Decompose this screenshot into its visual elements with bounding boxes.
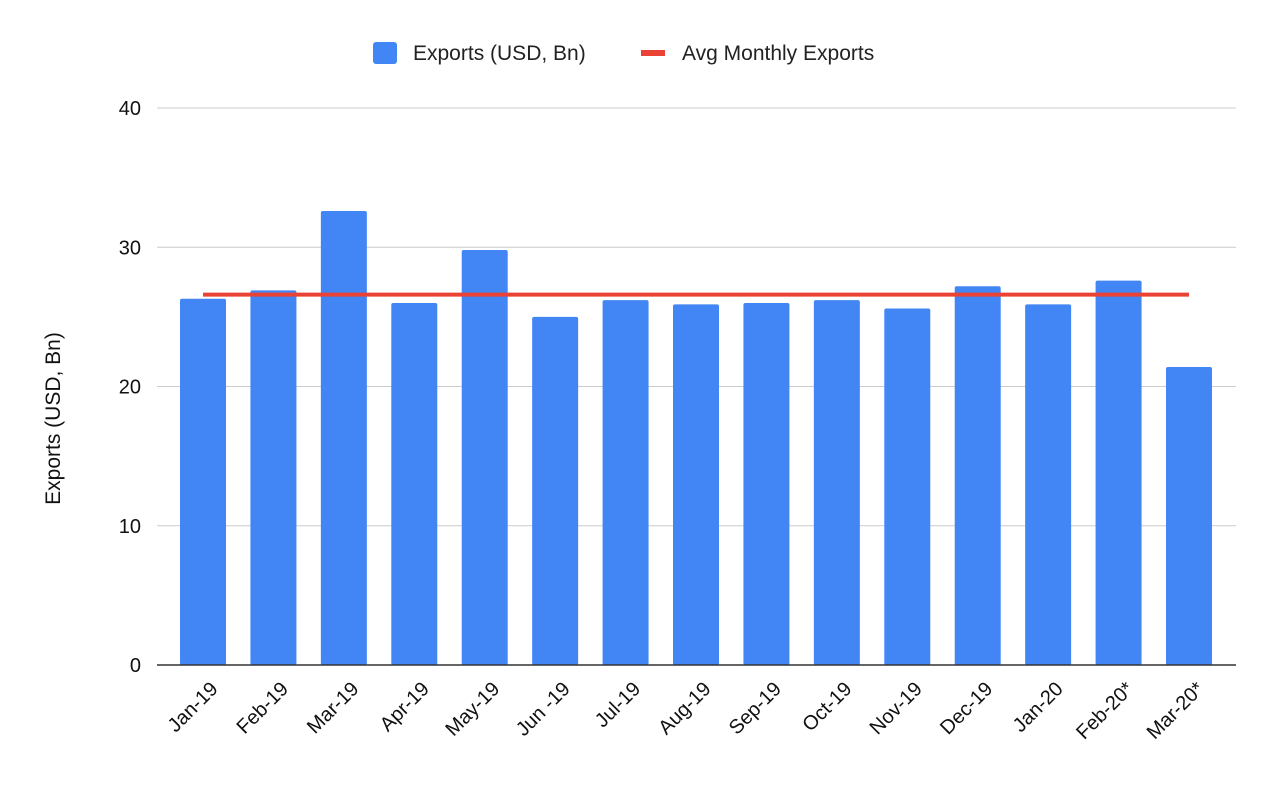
bar-jun19 bbox=[532, 316, 579, 665]
legend-label-average: Avg Monthly Exports bbox=[682, 42, 874, 65]
bar-mar20 bbox=[1166, 367, 1212, 665]
y-axis-ticks: 0 10 20 30 40 bbox=[119, 98, 141, 677]
bar-sep19 bbox=[743, 302, 790, 665]
y-tick-label: 10 bbox=[119, 516, 141, 538]
y-tick-label: 30 bbox=[119, 237, 141, 259]
bar-oct19 bbox=[813, 300, 860, 665]
y-axis-title: Exports (USD, Bn) bbox=[42, 332, 65, 505]
bar-apr19 bbox=[391, 302, 438, 665]
bar-dec19 bbox=[954, 286, 1001, 665]
x-tick-label: Sep-19 bbox=[725, 678, 786, 739]
legend-swatch-average bbox=[641, 50, 665, 56]
x-tick-label: Jan-20 bbox=[1009, 678, 1068, 737]
bar-mar19 bbox=[320, 211, 367, 666]
x-tick-label: Jun -19 bbox=[512, 678, 575, 741]
x-tick-label: Aug-19 bbox=[654, 678, 715, 739]
bar-aug19 bbox=[673, 304, 719, 665]
legend-swatch-exports bbox=[373, 42, 397, 64]
x-tick-label: Jul-19 bbox=[591, 678, 645, 732]
bar-feb20 bbox=[1095, 280, 1142, 665]
x-tick-label: May-19 bbox=[442, 678, 505, 741]
x-tick-label: Dec-19 bbox=[936, 678, 997, 739]
legend: Exports (USD, Bn) Avg Monthly Exports bbox=[373, 42, 874, 65]
x-tick-label: Mar-19 bbox=[303, 678, 363, 738]
x-tick-label: Mar-20* bbox=[1143, 678, 1209, 744]
bar-nov19 bbox=[884, 308, 931, 665]
bar-jan19 bbox=[180, 298, 226, 665]
bar-jul19 bbox=[602, 300, 649, 665]
bar-jan20 bbox=[1025, 304, 1072, 665]
bar-feb19 bbox=[250, 290, 297, 665]
x-tick-label: Apr-19 bbox=[376, 678, 434, 736]
x-tick-label: Feb-19 bbox=[233, 678, 293, 738]
bars bbox=[180, 211, 1212, 666]
bar-may19 bbox=[461, 250, 508, 665]
x-tick-label: Jan-19 bbox=[164, 678, 223, 737]
y-tick-label: 0 bbox=[130, 655, 141, 677]
legend-label-exports: Exports (USD, Bn) bbox=[413, 42, 586, 65]
x-tick-label: Feb-20* bbox=[1072, 678, 1138, 744]
y-tick-label: 40 bbox=[119, 98, 141, 120]
x-tick-label: Nov-19 bbox=[866, 678, 927, 739]
y-tick-label: 20 bbox=[119, 377, 141, 399]
x-tick-label: Oct-19 bbox=[798, 678, 856, 736]
x-axis-ticks: Jan-19 Feb-19 Mar-19 Apr-19 May-19 Jun -19 Jul… bbox=[164, 678, 1209, 744]
